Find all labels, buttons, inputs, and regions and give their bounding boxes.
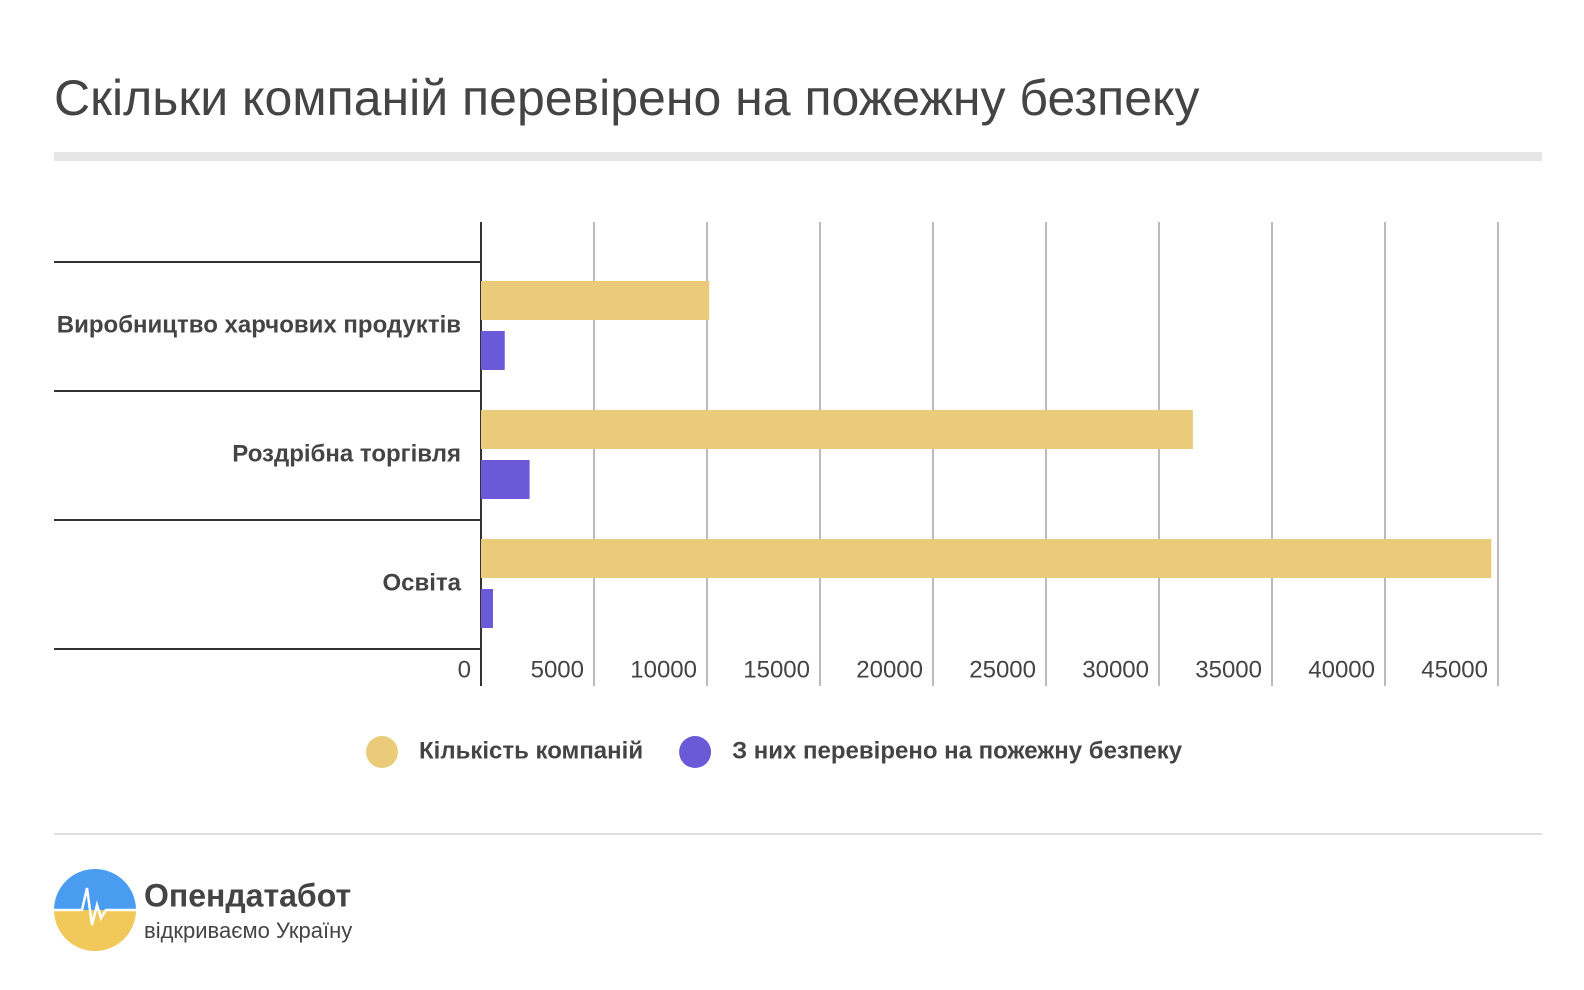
brand: Опендатабот <box>144 877 351 913</box>
y-tick-label: Виробництво харчових продуктів <box>57 311 461 338</box>
logo: Опендатабот відкриваємо Україну <box>54 869 352 951</box>
bar <box>481 281 710 320</box>
x-tick-label: 10000 <box>630 656 697 683</box>
legend-label: Кількість компаній <box>419 737 643 764</box>
x-tick-label: 5000 <box>531 656 584 683</box>
x-tick-label: 40000 <box>1308 656 1375 683</box>
legend-marker <box>679 736 712 768</box>
tagline: відкриваємо Україну <box>144 918 352 943</box>
title-rule <box>54 152 1542 161</box>
bar <box>481 410 1193 449</box>
bar <box>481 539 1492 578</box>
x-tick-label: 35000 <box>1195 656 1262 683</box>
bar <box>481 589 493 628</box>
chart-title: Скільки компаній перевірено на пожежну б… <box>54 70 1199 126</box>
x-tick-label: 45000 <box>1421 656 1488 683</box>
x-tick-label: 0 <box>458 656 471 683</box>
bar <box>481 460 530 499</box>
x-tick-label: 25000 <box>969 656 1036 683</box>
legend-marker <box>366 736 398 768</box>
bar <box>481 331 505 370</box>
legend-label: З них перевірено на пожежну безпеку <box>732 737 1183 764</box>
x-tick-label: 15000 <box>743 656 810 683</box>
y-tick-label: Роздрібна торгівля <box>232 440 461 467</box>
x-tick-label: 30000 <box>1082 656 1149 683</box>
x-tick-label: 20000 <box>856 656 923 683</box>
y-tick-label: Освіта <box>382 569 461 596</box>
